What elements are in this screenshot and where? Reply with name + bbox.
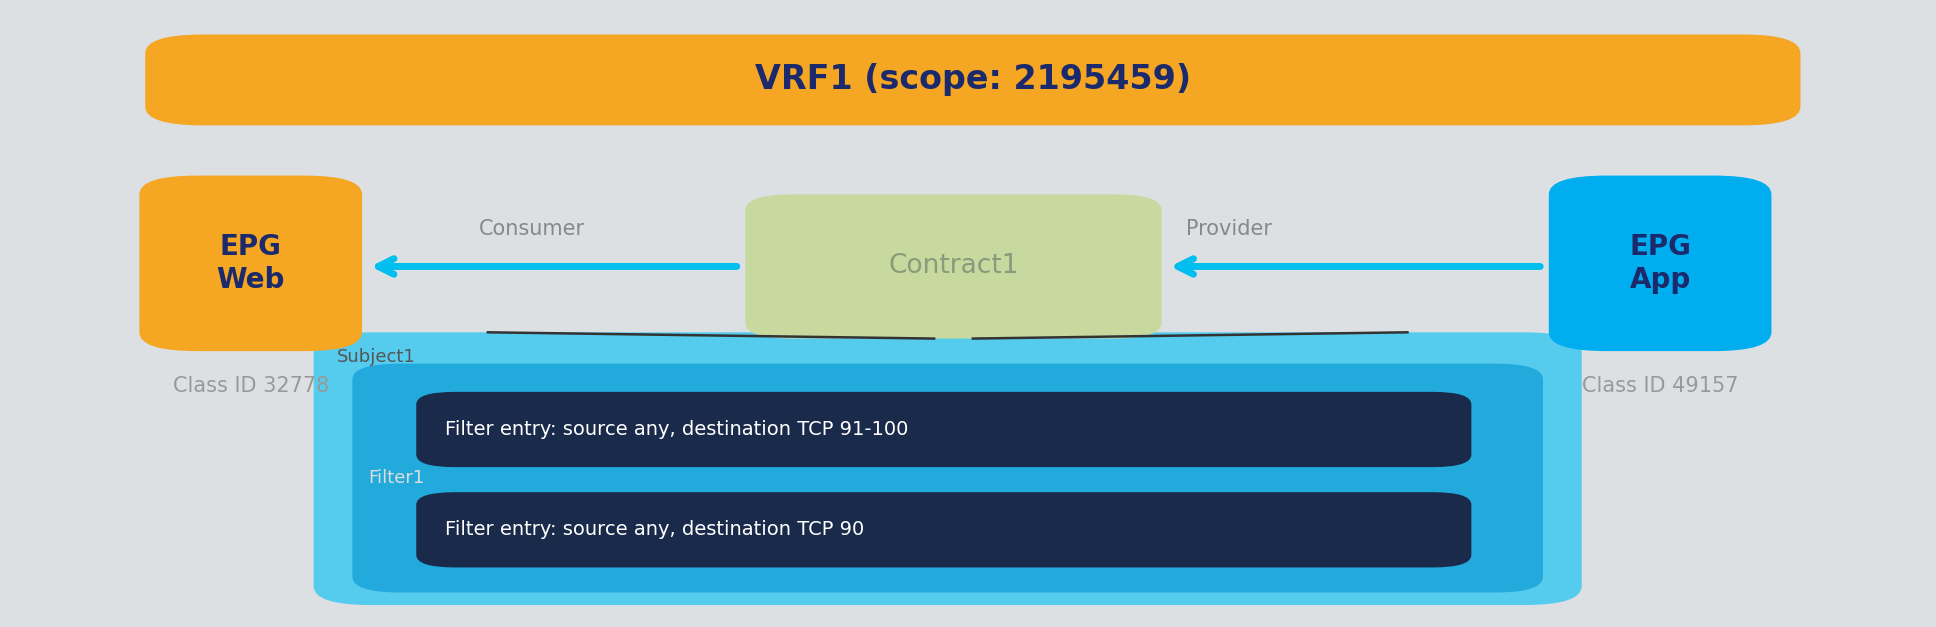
Text: Filter entry: source any, destination TCP 91-100: Filter entry: source any, destination TC… [445,420,908,439]
FancyBboxPatch shape [145,34,1800,125]
Text: Subject1: Subject1 [337,348,416,366]
FancyBboxPatch shape [745,194,1162,339]
Text: Consumer: Consumer [480,219,585,239]
Text: EPG
App: EPG App [1630,233,1690,293]
FancyBboxPatch shape [139,176,362,351]
FancyBboxPatch shape [416,392,1471,467]
Text: VRF1 (scope: 2195459): VRF1 (scope: 2195459) [755,63,1191,97]
Text: Filter entry: source any, destination TCP 90: Filter entry: source any, destination TC… [445,520,865,539]
Text: Contract1: Contract1 [889,253,1018,280]
FancyBboxPatch shape [352,364,1543,593]
FancyBboxPatch shape [1549,176,1771,351]
Text: Provider: Provider [1187,219,1272,239]
Text: EPG
Web: EPG Web [217,233,285,293]
FancyBboxPatch shape [314,332,1582,605]
Text: Class ID 32778: Class ID 32778 [172,376,329,396]
FancyBboxPatch shape [416,492,1471,567]
Text: Filter1: Filter1 [368,469,424,487]
Text: Class ID 49157: Class ID 49157 [1582,376,1739,396]
